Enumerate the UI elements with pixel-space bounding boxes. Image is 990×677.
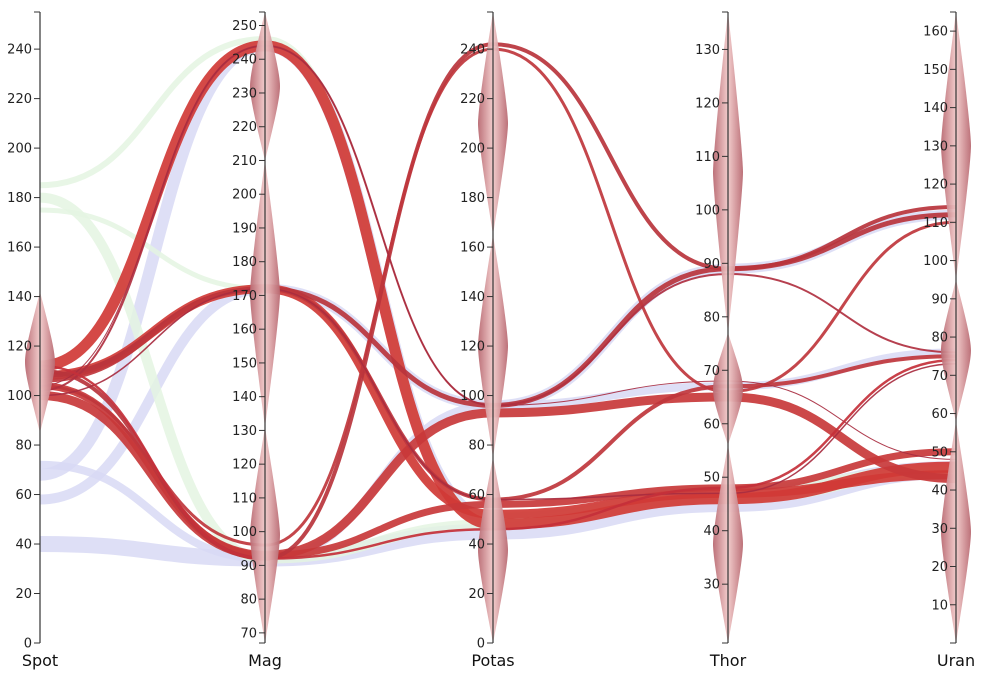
tick-label: 120	[7, 340, 32, 355]
axis-thor: 30 40 50 60 70 80 90 100 110 120 130 Thor	[695, 11, 747, 670]
tick-label: 140	[7, 290, 32, 305]
tick-label: 250	[232, 19, 257, 34]
axis-title: Spot	[22, 651, 58, 670]
tick-label: 40	[15, 538, 32, 553]
axes: 020406080100120140160180200220240Spot708…	[7, 11, 975, 670]
tick-label: 140	[923, 101, 948, 116]
tick-label: 160	[460, 241, 485, 256]
data-lines	[39, 40, 957, 561]
tick-label: 240	[7, 43, 32, 58]
axis-title: Thor	[709, 651, 747, 670]
tick-label: 70	[703, 364, 720, 379]
tick-label: 180	[7, 191, 32, 206]
tick-label: 80	[240, 593, 257, 608]
tick-label: 150	[232, 356, 257, 371]
tick-label: 90	[240, 559, 257, 574]
tick-label: 100	[7, 389, 32, 404]
tick-label: 190	[232, 221, 257, 236]
tick-label: 160	[923, 25, 948, 40]
axis-potas: 0 20 40 60 80 100 120 140 160 180 200 220 240 Potas	[460, 11, 515, 670]
series-line	[39, 45, 957, 460]
tick-label: 70	[240, 626, 257, 641]
tick-label: 160	[232, 323, 257, 338]
axis-title: Potas	[471, 651, 514, 670]
tick-label: 220	[460, 92, 485, 107]
tick-label: 180	[460, 191, 485, 206]
tick-label: 40	[703, 524, 720, 539]
tick-label: 100	[695, 203, 720, 218]
tick-label: 30	[703, 578, 720, 593]
tick-label: 50	[931, 445, 948, 460]
tick-label: 70	[931, 369, 948, 384]
tick-label: 60	[703, 417, 720, 432]
tick-label: 120	[232, 458, 257, 473]
tick-label: 240	[232, 53, 257, 68]
axis-title: Uran	[937, 651, 975, 670]
tick-label: 100	[923, 254, 948, 269]
tick-label: 80	[703, 310, 720, 325]
tick-label: 150	[923, 63, 948, 78]
tick-label: 120	[923, 178, 948, 193]
tick-label: 100	[232, 525, 257, 540]
tick-label: 80	[15, 439, 32, 454]
tick-label: 110	[923, 216, 948, 231]
tick-label: 0	[24, 637, 32, 652]
tick-label: 200	[7, 142, 32, 157]
tick-label: 40	[468, 538, 485, 553]
tick-label: 210	[232, 154, 257, 169]
tick-label: 50	[703, 471, 720, 486]
axis-mag: 70 80 90 100 110 120 130 140 150 160 170 180 190 200 2…	[232, 11, 282, 670]
tick-label: 60	[931, 407, 948, 422]
tick-label: 80	[931, 331, 948, 346]
tick-label: 200	[232, 188, 257, 203]
tick-label: 20	[931, 560, 948, 575]
tick-label: 10	[931, 598, 948, 613]
tick-label: 20	[15, 587, 32, 602]
tick-label: 90	[931, 292, 948, 307]
tick-label: 140	[232, 390, 257, 405]
tick-label: 220	[232, 120, 257, 135]
axis-title: Mag	[248, 651, 282, 670]
tick-label: 120	[695, 96, 720, 111]
axis-uran: 10 20 30 40 50 60 70 80 90 100 110 120 130 140 150 160 U…	[923, 11, 975, 670]
tick-label: 120	[460, 340, 485, 355]
tick-label: 130	[232, 424, 257, 439]
tick-label: 230	[232, 86, 257, 101]
tick-label: 170	[232, 289, 257, 304]
tick-label: 40	[931, 484, 948, 499]
tick-label: 130	[923, 139, 948, 154]
tick-label: 110	[232, 491, 257, 506]
tick-label: 60	[468, 488, 485, 503]
tick-label: 20	[468, 587, 485, 602]
tick-label: 220	[7, 92, 32, 107]
series-line	[39, 287, 957, 501]
tick-label: 160	[7, 241, 32, 256]
tick-label: 180	[232, 255, 257, 270]
tick-label: 140	[460, 290, 485, 305]
tick-label: 30	[931, 522, 948, 537]
tick-label: 130	[695, 43, 720, 58]
tick-label: 60	[15, 488, 32, 503]
tick-label: 110	[695, 150, 720, 165]
tick-label: 200	[460, 142, 485, 157]
cluster-shapes	[25, 12, 971, 643]
axis-spot: 0 20 40 60 80 100 120 140 160 180 200 220 240 Spot	[7, 11, 58, 670]
tick-label: 100	[460, 389, 485, 404]
tick-label: 240	[460, 43, 485, 58]
tick-label: 90	[703, 257, 720, 272]
tick-label: 0	[477, 637, 485, 652]
tick-label: 80	[468, 439, 485, 454]
